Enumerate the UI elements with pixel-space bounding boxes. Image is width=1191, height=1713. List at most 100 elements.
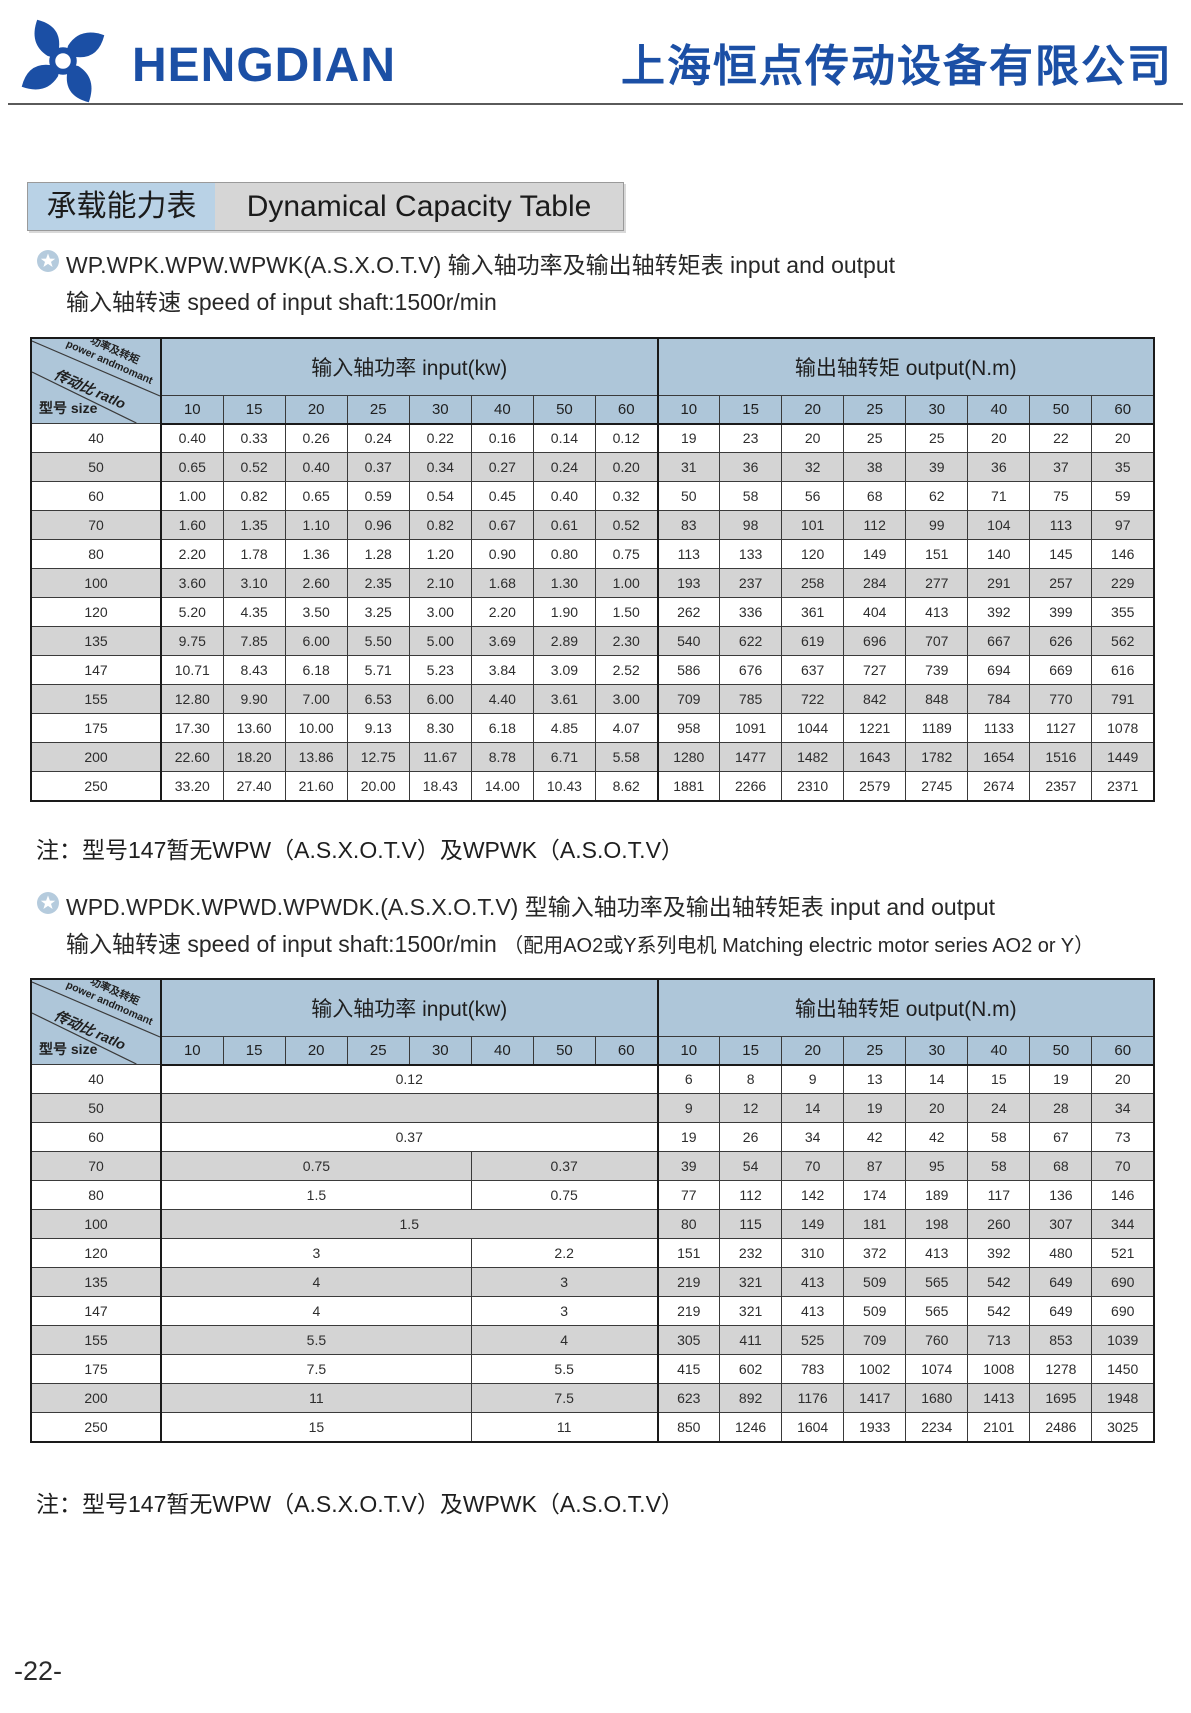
output-torque-value: 1680 <box>905 1383 969 1413</box>
header-divider <box>8 103 1183 105</box>
output-torque-value: 13 <box>843 1064 907 1094</box>
output-torque-value: 31 <box>656 452 721 482</box>
input-power-value: 3.61 <box>532 684 596 714</box>
ratio-header: 15 <box>719 1036 783 1066</box>
output-torque-value: 1280 <box>656 742 721 772</box>
input-power-value: 10.00 <box>284 713 348 743</box>
input-power-value: 3.50 <box>284 597 348 627</box>
input-power-value: 0.65 <box>284 481 348 511</box>
output-torque-value: 34 <box>1091 1093 1155 1123</box>
input-power-value: 1.90 <box>532 597 596 627</box>
size-value: 80 <box>30 539 162 569</box>
input-power-value: 2.35 <box>346 568 410 598</box>
output-torque-value: 1413 <box>967 1383 1031 1413</box>
input-power-value: 0.61 <box>532 510 596 540</box>
output-torque-value: 101 <box>781 510 845 540</box>
input-power-value: 2.30 <box>594 626 659 656</box>
input-power-value: 3.69 <box>470 626 534 656</box>
output-torque-value: 1074 <box>905 1354 969 1384</box>
output-torque-value: 22 <box>1029 423 1093 453</box>
size-value: 120 <box>30 1238 162 1268</box>
input-power-value: 6.53 <box>346 684 410 714</box>
output-torque-value: 540 <box>656 626 721 656</box>
output-torque-value: 722 <box>781 684 845 714</box>
output-torque-value: 257 <box>1029 568 1093 598</box>
input-power-value: 0.32 <box>594 481 659 511</box>
output-torque-value: 1933 <box>843 1412 907 1442</box>
ratio-header: 20 <box>284 1036 348 1066</box>
output-torque-value: 71 <box>967 481 1031 511</box>
table-row: 120 5.20 4.35 3.50 3.25 3.00 2.20 1.90 1.50 262 33… <box>30 597 1155 627</box>
ratio-header: 25 <box>843 395 907 425</box>
output-torque-value: 36 <box>719 452 783 482</box>
table1-note: 注：型号147暂无WPW（A.S.X.O.T.V）及WPWK（A.S.O.T.V… <box>36 837 684 863</box>
input-power-value: 2.52 <box>594 655 659 685</box>
output-torque-value: 68 <box>1029 1151 1093 1181</box>
size-value: 155 <box>30 684 162 714</box>
input-power-value: 18.20 <box>222 742 286 772</box>
size-value: 147 <box>30 655 162 685</box>
output-torque-value: 399 <box>1029 597 1093 627</box>
output-torque-value: 19 <box>656 1122 721 1152</box>
output-torque-value: 20 <box>781 423 845 453</box>
size-value: 40 <box>30 423 162 453</box>
input-power-value: 1.20 <box>408 539 472 569</box>
output-torque-value: 307 <box>1029 1209 1093 1239</box>
output-torque-value: 284 <box>843 568 907 598</box>
output-torque-value: 707 <box>905 626 969 656</box>
output-torque-value: 104 <box>967 510 1031 540</box>
input-power-value: 2.2 <box>470 1238 659 1268</box>
output-torque-value: 112 <box>719 1180 783 1210</box>
output-torque-value: 14 <box>905 1064 969 1094</box>
output-torque-value: 676 <box>719 655 783 685</box>
output-torque-value: 181 <box>843 1209 907 1239</box>
input-power-value: 0.33 <box>222 423 286 453</box>
input-power-value: 11 <box>160 1383 472 1413</box>
output-torque-value: 149 <box>843 539 907 569</box>
output-torque-value: 355 <box>1091 597 1155 627</box>
size-value: 250 <box>30 771 162 801</box>
input-power-value: 3.00 <box>408 597 472 627</box>
output-torque-value: 67 <box>1029 1122 1093 1152</box>
table-row: 70 0.75 0.37 39 54 70 87 95 58 68 70 <box>30 1151 1155 1181</box>
ratio-header: 50 <box>1029 395 1093 425</box>
output-torque-value: 19 <box>656 423 721 453</box>
output-torque-value: 6 <box>656 1064 721 1094</box>
capacity-table-wp: 功率及转矩 power andmomant 传动比 ratlo 型号 size … <box>30 337 1155 802</box>
output-torque-value: 2371 <box>1091 771 1155 801</box>
table-row: 50 0.65 0.52 0.40 0.37 0.34 0.27 0.24 0.20 31 36 32… <box>30 452 1155 482</box>
input-power-value: 0.96 <box>346 510 410 540</box>
output-torque-value: 2674 <box>967 771 1031 801</box>
size-value: 40 <box>30 1064 162 1094</box>
output-torque-value: 98 <box>719 510 783 540</box>
input-power-value: 5.23 <box>408 655 472 685</box>
output-torque-value: 321 <box>719 1267 783 1297</box>
input-power-value: 1.30 <box>532 568 596 598</box>
output-torque-value: 229 <box>1091 568 1155 598</box>
table-row: 147 4 3 219 321 413 509 565 542 649 690 <box>30 1296 1155 1326</box>
output-torque-value: 669 <box>1029 655 1093 685</box>
output-torque-value: 1127 <box>1029 713 1093 743</box>
output-torque-value: 1246 <box>719 1412 783 1442</box>
brand-name: HENGDIAN <box>132 39 397 92</box>
size-value: 200 <box>30 1383 162 1413</box>
input-power-value: 9.13 <box>346 713 410 743</box>
input-power-value: 6.18 <box>470 713 534 743</box>
ratio-header-row: 10 15 20 25 30 40 50 60 10 15 20 25 30 40 50 60 <box>31 395 1155 425</box>
input-power-value: 0.59 <box>346 481 410 511</box>
input-power-value: 5.00 <box>408 626 472 656</box>
output-torque-value: 193 <box>656 568 721 598</box>
input-power-value: 0.14 <box>532 423 596 453</box>
output-torque-value: 15 <box>967 1064 1031 1094</box>
output-torque-value: 58 <box>967 1151 1031 1181</box>
input-power-value: 3.10 <box>222 568 286 598</box>
output-torque-value: 392 <box>967 1238 1031 1268</box>
output-torque-value: 24 <box>967 1093 1031 1123</box>
output-torque-value: 87 <box>843 1151 907 1181</box>
section2-heading-line1: WPD.WPDK.WPWD.WPWDK.(A.S.X.O.T.V) 型输入轴功率… <box>66 894 996 920</box>
ratio-header: 30 <box>408 395 472 425</box>
table-row: 250 15 11 850 1246 1604 1933 2234 2101 2486 3025 <box>30 1412 1155 1442</box>
ratio-header: 20 <box>284 395 348 425</box>
output-torque-value: 1477 <box>719 742 783 772</box>
output-torque-value: 521 <box>1091 1238 1155 1268</box>
